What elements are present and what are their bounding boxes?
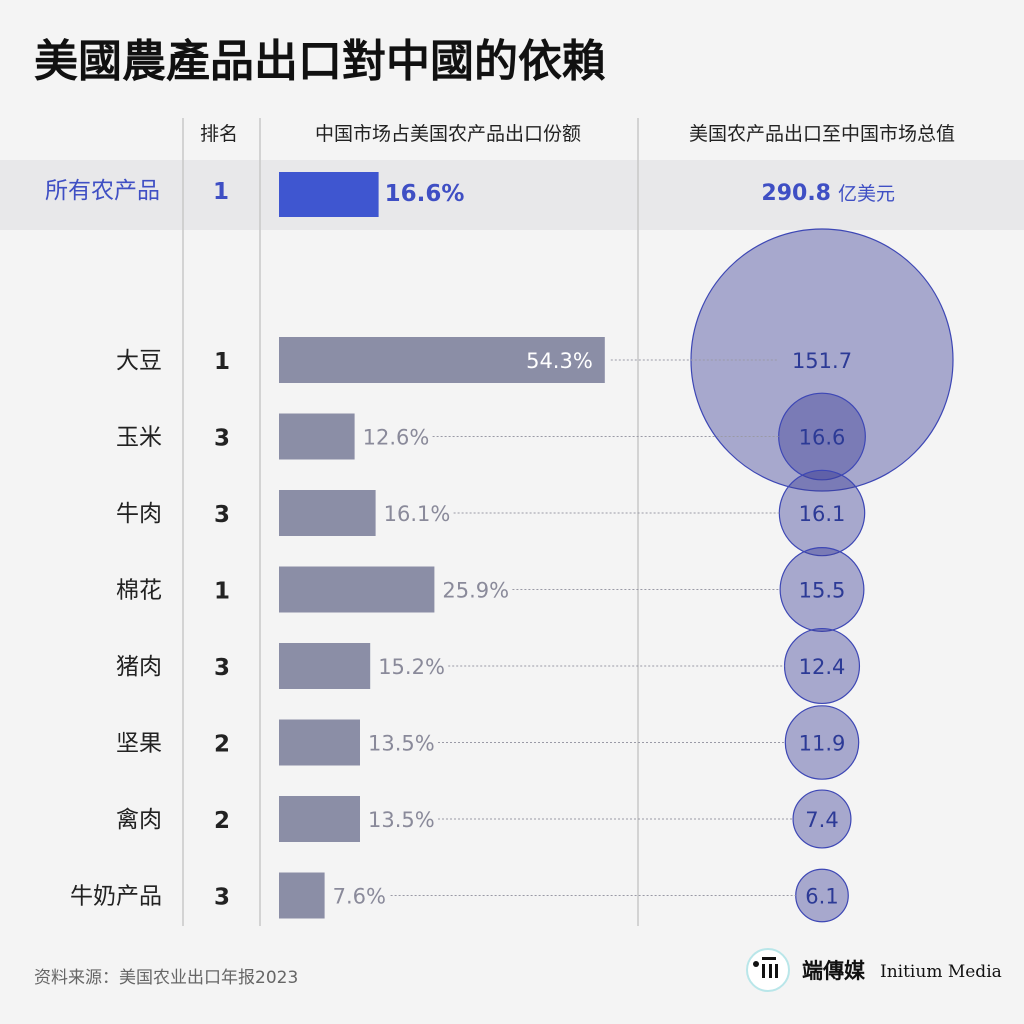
share-label: 25.9% <box>442 579 509 603</box>
logo-bar-icon <box>762 957 776 960</box>
header-rank: 排名 <box>200 123 238 145</box>
share-label: 13.5% <box>368 808 435 832</box>
header-share: 中国市场占美国农产品出口份额 <box>315 123 581 145</box>
total-category: 所有农产品 <box>45 178 160 204</box>
total-value: 290.8 <box>761 181 831 206</box>
share-bar <box>279 566 435 613</box>
share-label: 16.1% <box>384 502 451 526</box>
logo-dot-icon <box>753 961 759 967</box>
chart-title: 美國農產品出口對中國的依賴 <box>34 36 606 87</box>
rank-label: 3 <box>214 885 230 911</box>
share-bar <box>279 337 605 383</box>
bubble-layer <box>690 228 954 923</box>
share-label: 13.5% <box>368 732 435 756</box>
total-rank: 1 <box>213 179 229 205</box>
share-label: 12.6% <box>363 426 430 450</box>
logo-ring-icon <box>746 948 790 992</box>
value-bubble <box>779 547 865 632</box>
value-label: 12.4 <box>799 655 846 679</box>
rank-label: 2 <box>214 732 230 758</box>
share-bar <box>279 643 371 689</box>
share-bar <box>279 796 360 842</box>
share-label: 15.2% <box>378 655 445 679</box>
share-bar <box>279 719 360 766</box>
header-value: 美国农产品出口至中国市场总值 <box>689 123 955 145</box>
category-label: 棉花 <box>116 578 162 604</box>
share-label: 7.6% <box>333 885 386 909</box>
category-label: 大豆 <box>116 348 162 374</box>
category-label: 禽肉 <box>116 807 162 833</box>
share-label: 54.3% <box>526 349 593 373</box>
value-label: 11.9 <box>799 732 846 756</box>
category-label: 牛肉 <box>116 501 162 527</box>
value-label: 16.1 <box>799 502 846 526</box>
share-bar <box>279 872 325 919</box>
value-bubble <box>792 789 852 849</box>
category-label: 猪肉 <box>116 654 162 680</box>
brand-logo <box>746 948 790 992</box>
category-label: 牛奶产品 <box>70 884 162 910</box>
category-label: 玉米 <box>116 425 162 451</box>
category-label: 坚果 <box>116 731 162 757</box>
brand-name-en: Initium Media <box>880 962 1002 982</box>
value-label: 7.4 <box>805 808 838 832</box>
total-share-label: 16.6% <box>385 181 465 207</box>
total-row-background <box>0 160 1024 230</box>
rank-label: 3 <box>214 502 230 528</box>
brand-name-cn: 端傳媒 <box>802 959 866 983</box>
rank-label: 2 <box>214 808 230 834</box>
rank-label: 3 <box>214 426 230 452</box>
rank-label: 3 <box>214 655 230 681</box>
rank-label: 1 <box>214 579 230 605</box>
row-layer: 大豆 1 54.3% 151.7玉米 3 12.6% 16.6牛肉 3 16.1% 16.1棉花 1… <box>70 337 852 919</box>
logo-stem-icon <box>769 964 772 978</box>
value-bubble <box>778 392 866 481</box>
value-label: 151.7 <box>792 349 852 373</box>
value-label: 6.1 <box>805 885 838 909</box>
share-bar <box>279 413 355 460</box>
total-share-bar <box>279 172 379 217</box>
total-value-unit: 亿美元 <box>838 183 895 205</box>
value-bubble <box>784 705 860 780</box>
share-bar <box>279 490 376 536</box>
value-label: 16.6 <box>799 426 846 450</box>
value-label: 15.5 <box>799 579 846 603</box>
rank-label: 1 <box>214 349 230 375</box>
source-note: 资料来源：美国农业出口年报2023 <box>34 968 298 988</box>
logo-stem-icon <box>762 964 765 978</box>
logo-stem-icon <box>775 964 778 978</box>
